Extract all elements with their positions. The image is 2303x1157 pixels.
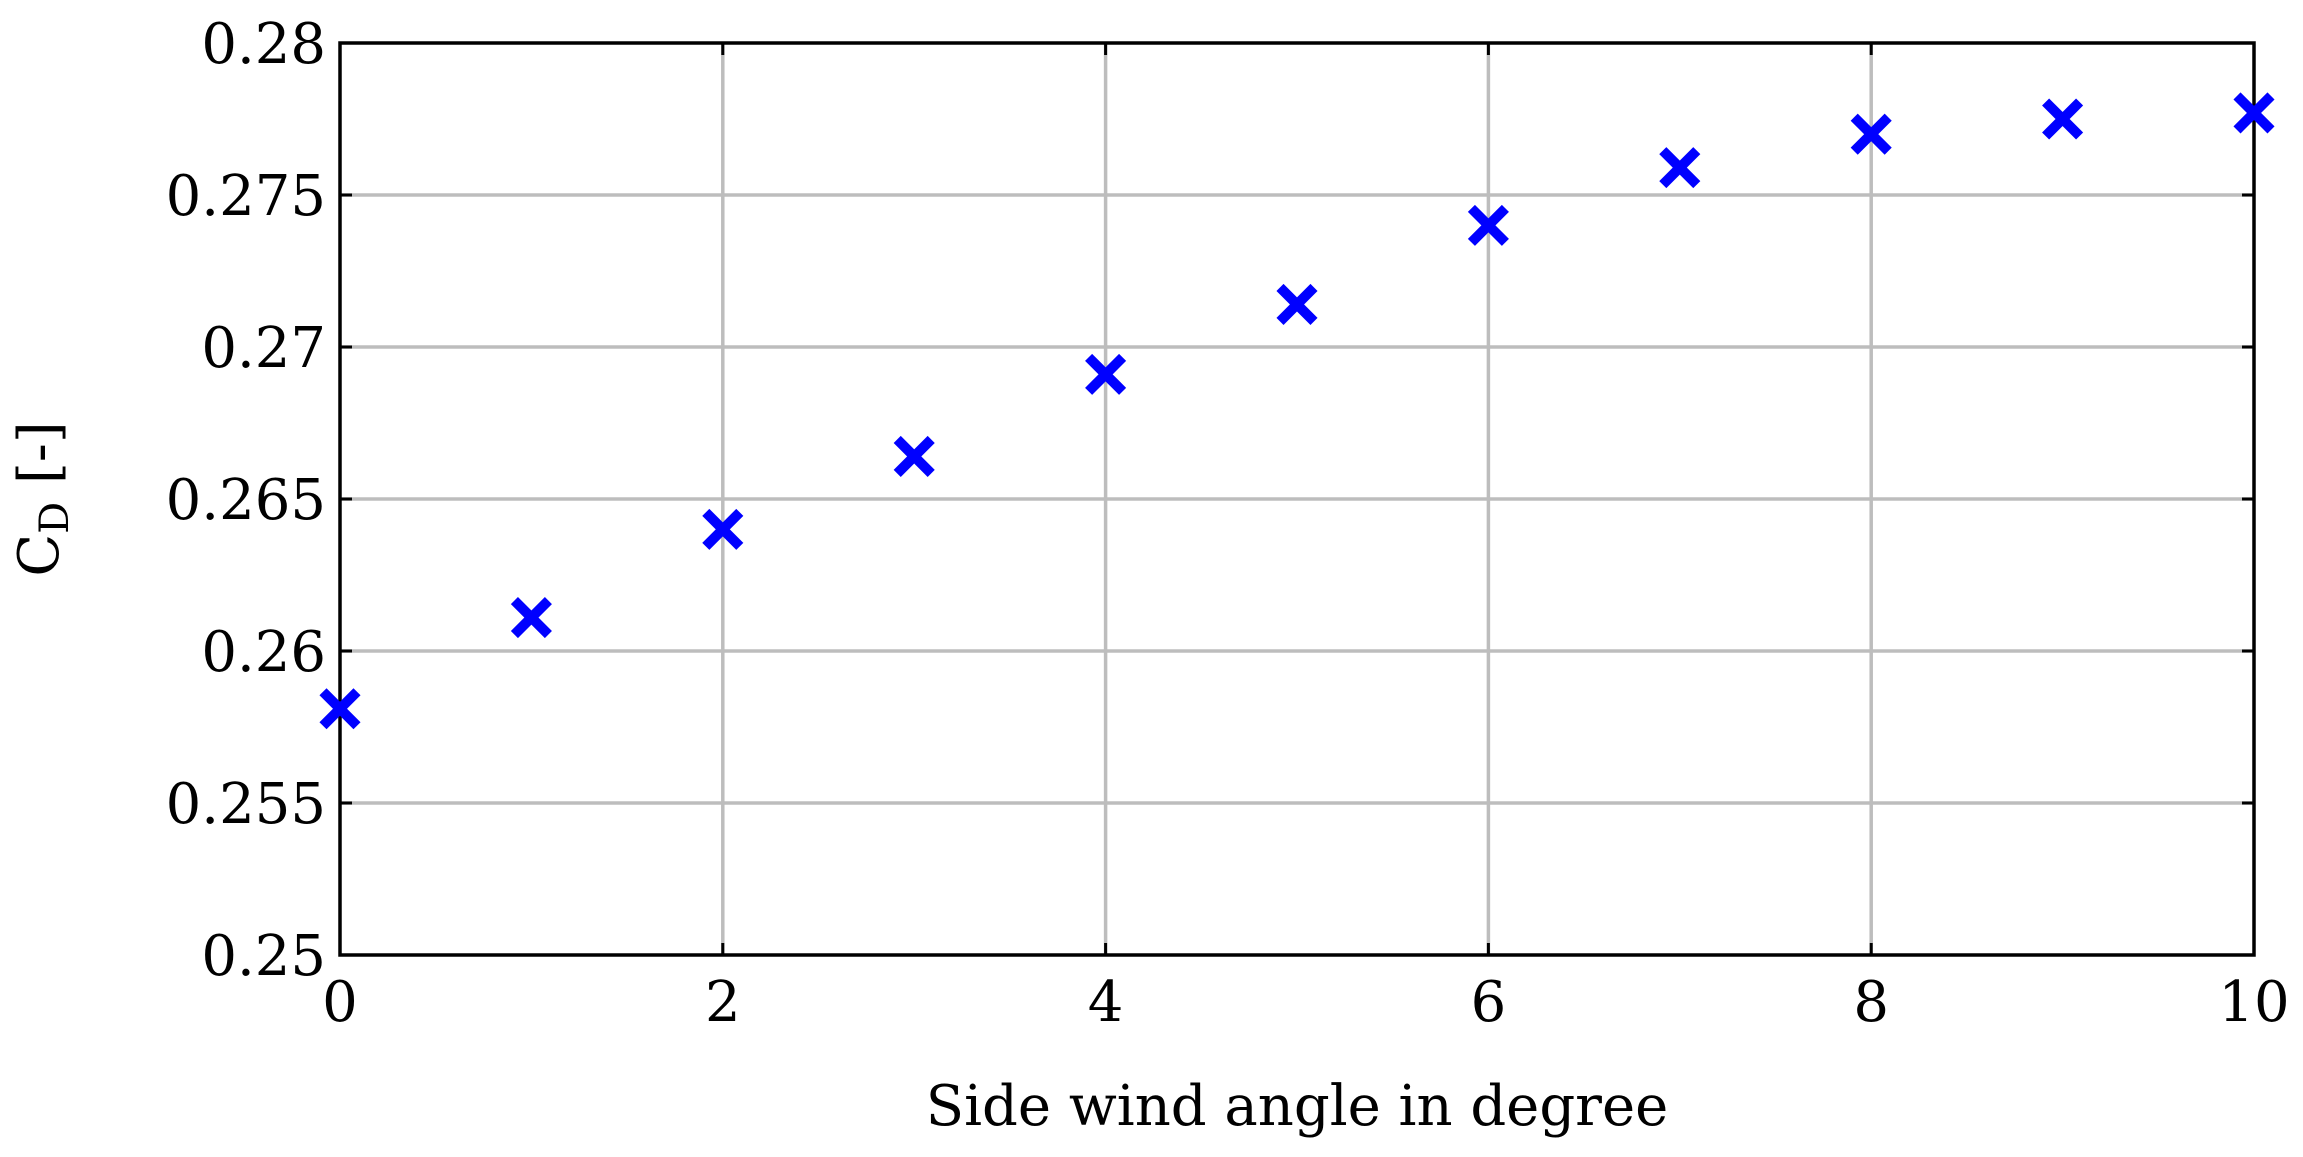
y-tick-label: 0.28 [201, 12, 326, 77]
x-tick-label: 4 [1088, 970, 1124, 1035]
x-tick-labels: 0 2 4 6 8 10 [322, 970, 2289, 1035]
x-axis-label: Side wind angle in degree [926, 1074, 1668, 1139]
data-point-marker [510, 597, 552, 639]
data-point-marker [1850, 113, 1892, 155]
y-tick-labels: 0.25 0.255 0.26 0.265 0.27 0.275 0.28 [166, 12, 326, 989]
data-point-marker [893, 435, 935, 477]
data-point-marker [702, 508, 744, 550]
x-tick-label: 0 [322, 970, 358, 1035]
y-axis-label-subscript: D [32, 502, 78, 534]
plot-frame [338, 41, 2256, 957]
data-point-marker [1467, 204, 1509, 246]
y-tick-label: 0.27 [201, 316, 326, 381]
y-tick-label: 0.265 [166, 468, 326, 533]
data-point-marker [1276, 283, 1318, 325]
y-tick-label: 0.26 [201, 620, 326, 685]
data-point-marker [2042, 98, 2084, 140]
data-point-marker [1659, 147, 1701, 189]
data-point-marker [1085, 353, 1127, 395]
y-axis-label: CD [-] [7, 421, 78, 576]
x-tick-label: 6 [1471, 970, 1507, 1035]
y-tick-label: 0.275 [166, 164, 326, 229]
grid-lines [340, 43, 2254, 955]
y-axis-label-main: C [7, 534, 72, 577]
data-point-marker [319, 688, 361, 730]
y-tick-label: 0.255 [166, 772, 326, 837]
data-point-marker [2233, 92, 2275, 134]
y-axis-label-suffix: [-] [7, 421, 72, 501]
x-tick-label: 2 [705, 970, 741, 1035]
y-tick-label: 0.25 [201, 924, 326, 989]
data-markers [319, 92, 2275, 730]
x-tick-label: 10 [2218, 970, 2289, 1035]
x-tick-label: 8 [1853, 970, 1889, 1035]
